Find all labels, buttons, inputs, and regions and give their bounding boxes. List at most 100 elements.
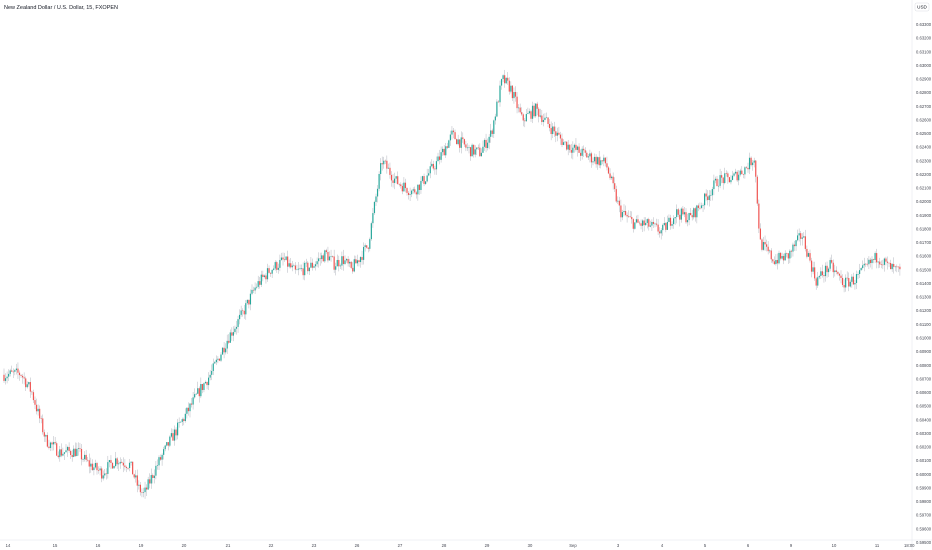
candle-up (194, 394, 196, 398)
candle-up (668, 217, 670, 222)
price-tick-label: 0.62600 (916, 117, 932, 122)
candle-down (268, 268, 270, 273)
candle-down (497, 101, 500, 103)
candle-down (302, 268, 304, 276)
candle-up (135, 475, 137, 478)
candle-down (56, 443, 58, 456)
candle-down (101, 468, 103, 479)
candle-down (183, 419, 185, 422)
price-tick-label: 0.61200 (916, 308, 932, 313)
candle-up (539, 115, 541, 117)
candle-down (759, 228, 761, 240)
candle-up (280, 257, 283, 260)
candle-up (310, 262, 312, 268)
candle-down (459, 139, 461, 148)
candle-down (612, 176, 614, 184)
price-axis[interactable]: 0.63300 0.63200 0.63100 0.63000 0.62900 0.628… (916, 22, 932, 545)
candle-down (121, 461, 123, 463)
candle-down (882, 264, 884, 266)
price-tick-label: 0.60800 (916, 363, 932, 368)
currency-badge[interactable] (914, 2, 930, 12)
candle-down (745, 167, 748, 168)
candle-up (645, 222, 647, 226)
candle-up (863, 263, 865, 266)
candle-down (821, 271, 823, 276)
candle-up (212, 363, 214, 371)
candle-down (741, 170, 743, 175)
candle-up (119, 461, 121, 464)
candle-up (480, 152, 482, 157)
candle-up (82, 459, 84, 460)
time-tick-label: 16 (96, 543, 101, 548)
price-tick-label: 0.60300 (916, 431, 932, 436)
time-tick-label: 21 (226, 543, 231, 548)
candle-up (304, 262, 306, 276)
candle-up (702, 205, 704, 206)
candle-up (220, 354, 222, 361)
candle-down (604, 157, 606, 164)
candle-down (322, 255, 324, 262)
time-tick-label: 14 (6, 543, 11, 548)
candle-up (428, 173, 430, 176)
candle-up (494, 116, 496, 121)
candle-up (663, 222, 665, 226)
candle-up (445, 146, 447, 156)
candle-up (781, 256, 783, 259)
price-tick-label: 0.60400 (916, 417, 932, 422)
candle-up (90, 463, 92, 467)
candle-down (12, 371, 14, 373)
candle-up (851, 276, 853, 282)
candle-down (432, 163, 434, 169)
price-tick-label: 0.63000 (916, 63, 932, 68)
candle-up (163, 449, 165, 455)
candle-down (561, 138, 563, 145)
candle-up (714, 178, 717, 181)
candle-up (173, 429, 176, 441)
candle-down (514, 92, 517, 97)
candle-down (3, 374, 5, 381)
candle-up (107, 462, 109, 474)
candle-down (242, 310, 244, 312)
candle-up (217, 358, 219, 360)
candle-up (356, 260, 358, 264)
candle-down (538, 108, 540, 117)
candle-down (398, 184, 400, 185)
candle-up (421, 176, 424, 181)
candle-down (54, 442, 56, 444)
candle-up (339, 265, 341, 267)
candle-up (383, 160, 385, 165)
candle-down (547, 117, 549, 124)
candle-up (834, 270, 836, 273)
candle-down (48, 446, 50, 448)
candle-up (700, 205, 703, 208)
candle-down (570, 150, 572, 153)
candle-down (629, 216, 631, 218)
candle-up (308, 267, 310, 272)
candle-down (885, 258, 887, 262)
candle-down (85, 454, 87, 460)
time-tick-label: 3 (617, 543, 620, 548)
time-tick-label: 10 (832, 543, 837, 548)
candle-up (211, 370, 213, 375)
candle-up (335, 266, 337, 270)
candle-down (97, 470, 100, 471)
candle-up (353, 259, 355, 272)
candle-up (611, 176, 613, 179)
candle-down (770, 250, 772, 260)
candle-down (736, 171, 738, 181)
candle-up (784, 253, 786, 261)
candle-down (669, 217, 672, 226)
candle-up (99, 468, 101, 471)
candle-up (153, 475, 155, 478)
candle-up (156, 465, 159, 466)
time-axis[interactable]: 14 15 16 19 20 21 22 23 26 27 28 29 30 Sep 3 4 5 6 9 10 11 18… (6, 543, 915, 548)
candle-up (587, 156, 589, 158)
candle-down (665, 222, 667, 230)
candle-up (93, 467, 95, 471)
candle-down (823, 275, 825, 277)
candle-down (699, 207, 701, 209)
candle-down (111, 462, 114, 469)
candle-down (407, 192, 410, 195)
candle-up (451, 130, 453, 135)
candle-down (628, 216, 630, 217)
